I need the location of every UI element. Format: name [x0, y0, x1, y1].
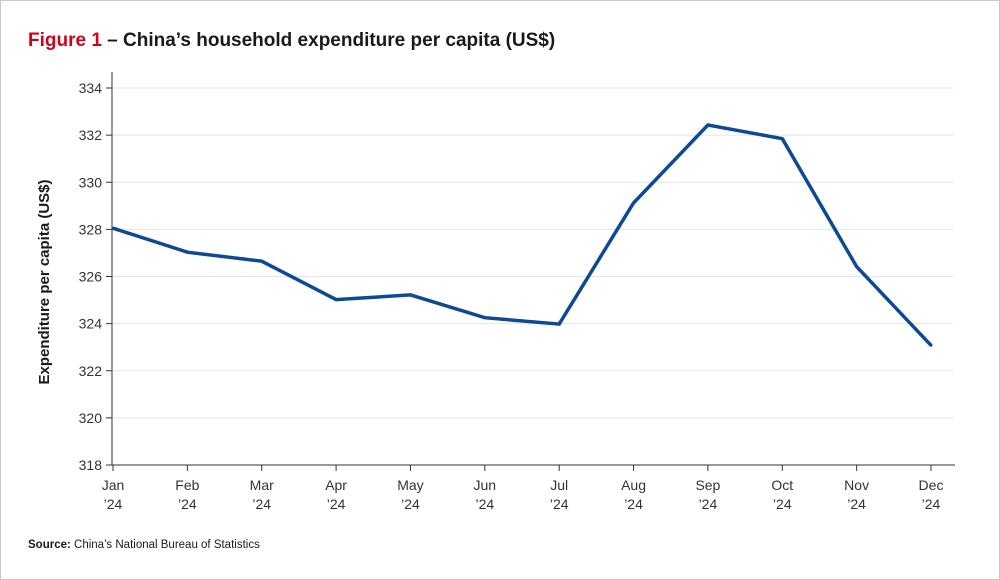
- x-tick-year: ’24: [773, 496, 792, 512]
- x-tick-label: Apr ’24: [325, 477, 347, 512]
- x-tick-year: ’24: [327, 496, 346, 512]
- data-point: [557, 322, 561, 326]
- x-tick-month: Oct: [771, 477, 793, 493]
- x-tick-year: ’24: [475, 496, 494, 512]
- y-tick-label: 322: [79, 363, 103, 379]
- x-tick-year: ’24: [699, 496, 718, 512]
- x-tick-month: Feb: [175, 477, 199, 493]
- data-point: [706, 123, 710, 127]
- x-axis-ticks: Jan ’24 Feb ’24 Mar ’24 Apr ’24 May ’24 Jun ’24 Jul ’…: [102, 465, 944, 512]
- x-tick-label: Aug ’24: [621, 477, 646, 512]
- x-tick-label: Jun ’24: [474, 477, 497, 512]
- y-tick-label: 324: [79, 316, 103, 332]
- figure-label: Figure 1: [28, 30, 102, 51]
- x-tick-year: ’24: [104, 496, 123, 512]
- x-tick-month: Aug: [621, 477, 646, 493]
- x-tick-month: Jan: [102, 477, 125, 493]
- y-tick-label: 326: [79, 269, 103, 285]
- source-note: Source: China’s National Bureau of Stati…: [28, 539, 260, 551]
- data-point: [780, 137, 784, 141]
- x-tick-label: Dec ’24: [919, 477, 944, 512]
- x-tick-year: ’24: [550, 496, 569, 512]
- x-tick-label: Mar ’24: [250, 477, 274, 512]
- data-point: [185, 250, 189, 254]
- x-tick-year: ’24: [178, 496, 197, 512]
- x-tick-month: Jun: [474, 477, 497, 493]
- data-point: [111, 226, 115, 230]
- x-tick-month: Sep: [695, 477, 720, 493]
- title-text: – China’s household expenditure per capi…: [101, 30, 556, 51]
- grid-lines: [112, 87, 953, 419]
- x-tick-label: Jan ’24: [102, 477, 125, 512]
- data-point: [483, 316, 487, 320]
- x-tick-year: ’24: [624, 496, 643, 512]
- source-label: Source:: [28, 539, 71, 551]
- x-tick-year: ’24: [847, 496, 866, 512]
- x-tick-label: Feb ’24: [175, 477, 199, 512]
- x-tick-year: ’24: [922, 496, 941, 512]
- x-tick-year: ’24: [401, 496, 420, 512]
- y-tick-label: 320: [79, 410, 103, 426]
- y-axis-label: Expenditure per capita (US$): [36, 179, 53, 384]
- x-tick-label: Oct ’24: [771, 477, 793, 512]
- x-tick-month: Apr: [325, 477, 347, 493]
- x-tick-month: Dec: [919, 477, 944, 493]
- y-tick-label: 328: [79, 221, 103, 237]
- data-point: [334, 298, 338, 302]
- x-tick-month: Mar: [250, 477, 274, 493]
- x-tick-label: Sep ’24: [695, 477, 720, 512]
- y-axis-ticks: 318 320 322 324 326 328 330 332 334: [79, 80, 112, 473]
- data-point: [632, 201, 636, 205]
- source-text: China’s National Bureau of Statistics: [70, 539, 260, 551]
- y-tick-label: 334: [79, 80, 103, 96]
- chart-title: Figure 1 – China’s household expenditure…: [28, 30, 555, 52]
- series-line: [112, 123, 933, 347]
- x-tick-year: ’24: [252, 496, 271, 512]
- series-group: [111, 123, 933, 347]
- x-tick-label: May ’24: [397, 477, 423, 512]
- y-tick-label: 318: [79, 457, 103, 473]
- x-tick-month: Jul: [550, 477, 568, 493]
- x-tick-label: Jul ’24: [550, 477, 569, 512]
- y-tick-label: 330: [79, 174, 103, 190]
- x-tick-month: May: [397, 477, 423, 493]
- data-point: [929, 343, 933, 347]
- data-point: [260, 259, 264, 263]
- data-point: [408, 293, 412, 297]
- y-tick-label: 332: [79, 127, 103, 143]
- x-tick-month: Nov: [844, 477, 869, 493]
- data-point: [855, 265, 859, 269]
- x-tick-label: Nov ’24: [844, 477, 869, 512]
